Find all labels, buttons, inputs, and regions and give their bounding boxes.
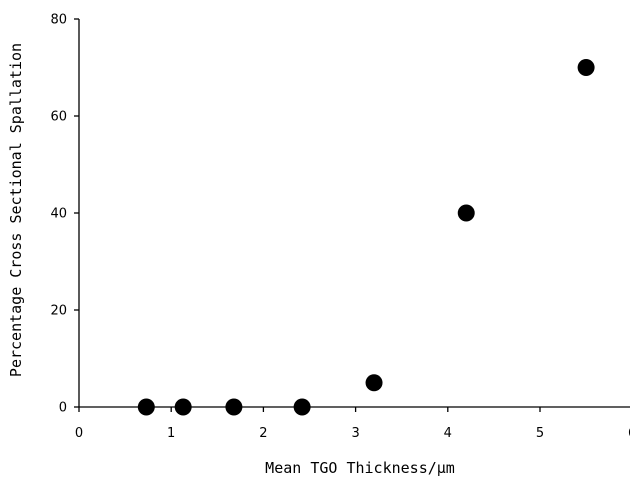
x-tick-label: 5 (536, 426, 544, 441)
data-points (138, 59, 595, 416)
y-tick-label: 80 (50, 13, 67, 28)
x-tick-label: 2 (259, 426, 267, 441)
x-tick-label: 1 (167, 426, 175, 441)
y-axis-title: Percentage Cross Sectional Spallation (7, 43, 25, 377)
data-point (366, 374, 383, 391)
y-ticks: 0 20 40 60 80 (50, 13, 79, 416)
x-tick-label: 3 (351, 426, 359, 441)
data-point (225, 399, 242, 416)
y-tick-label: 20 (50, 304, 67, 319)
x-tick-label: 0 (75, 426, 83, 441)
data-point (138, 399, 155, 416)
data-point (458, 205, 475, 222)
x-axis-title: Mean TGO Thickness/µm (265, 459, 455, 477)
x-tick-label: 4 (444, 426, 452, 441)
y-tick-label: 40 (50, 207, 67, 222)
data-point (175, 399, 192, 416)
x-ticks: 0123456 (75, 407, 630, 441)
data-point (578, 59, 595, 76)
y-tick-label: 0 (59, 401, 67, 416)
y-tick-label: 60 (50, 110, 67, 125)
data-point (294, 399, 311, 416)
